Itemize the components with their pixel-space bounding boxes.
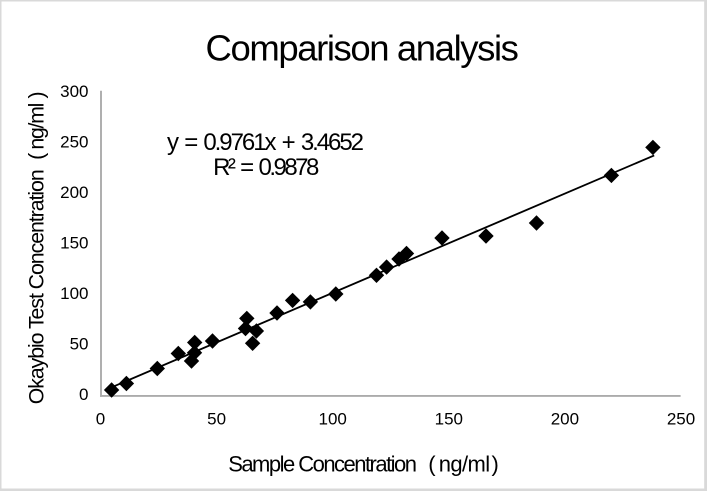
svg-text:150: 150 xyxy=(60,234,88,253)
svg-text:R² = 0.9878: R² = 0.9878 xyxy=(213,154,319,181)
svg-text:Okaybio Test Concentration(ng/: Okaybio Test Concentration(ng/ml) xyxy=(24,91,48,404)
svg-text:Comparison analysis: Comparison analysis xyxy=(206,28,518,69)
svg-text:300: 300 xyxy=(60,82,88,101)
svg-text:0: 0 xyxy=(79,385,88,404)
svg-text:100: 100 xyxy=(319,410,347,429)
svg-text:200: 200 xyxy=(551,410,579,429)
svg-text:50: 50 xyxy=(70,335,89,354)
svg-text:150: 150 xyxy=(435,410,463,429)
svg-text:y = 0.9761x + 3.4652: y = 0.9761x + 3.4652 xyxy=(167,129,364,156)
svg-text:50: 50 xyxy=(207,410,226,429)
svg-text:200: 200 xyxy=(60,183,88,202)
svg-text:Sample Concentration(ng/ml): Sample Concentration(ng/ml) xyxy=(228,451,499,476)
svg-text:0: 0 xyxy=(96,410,105,429)
svg-text:250: 250 xyxy=(60,133,88,152)
svg-text:250: 250 xyxy=(667,410,695,429)
svg-text:100: 100 xyxy=(60,284,88,303)
